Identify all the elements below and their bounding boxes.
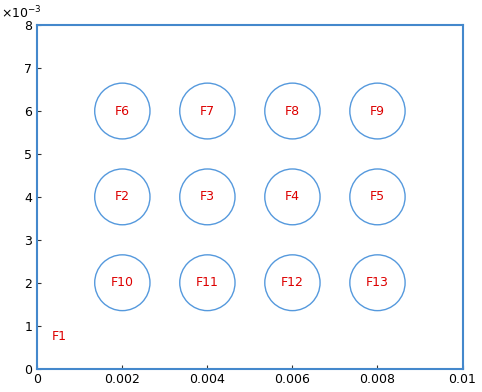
Text: F13: F13 bbox=[366, 276, 389, 289]
Text: F7: F7 bbox=[200, 105, 215, 118]
Text: F3: F3 bbox=[200, 191, 215, 203]
Text: F11: F11 bbox=[196, 276, 219, 289]
Text: F2: F2 bbox=[115, 191, 130, 203]
Text: F6: F6 bbox=[115, 105, 130, 118]
Text: F8: F8 bbox=[285, 105, 300, 118]
Text: F4: F4 bbox=[285, 191, 300, 203]
Text: F5: F5 bbox=[370, 191, 385, 203]
Text: F1: F1 bbox=[52, 330, 67, 343]
Text: $\times10^{-3}$: $\times10^{-3}$ bbox=[1, 5, 42, 22]
Text: F9: F9 bbox=[370, 105, 385, 118]
Text: F12: F12 bbox=[281, 276, 304, 289]
Text: F10: F10 bbox=[111, 276, 134, 289]
